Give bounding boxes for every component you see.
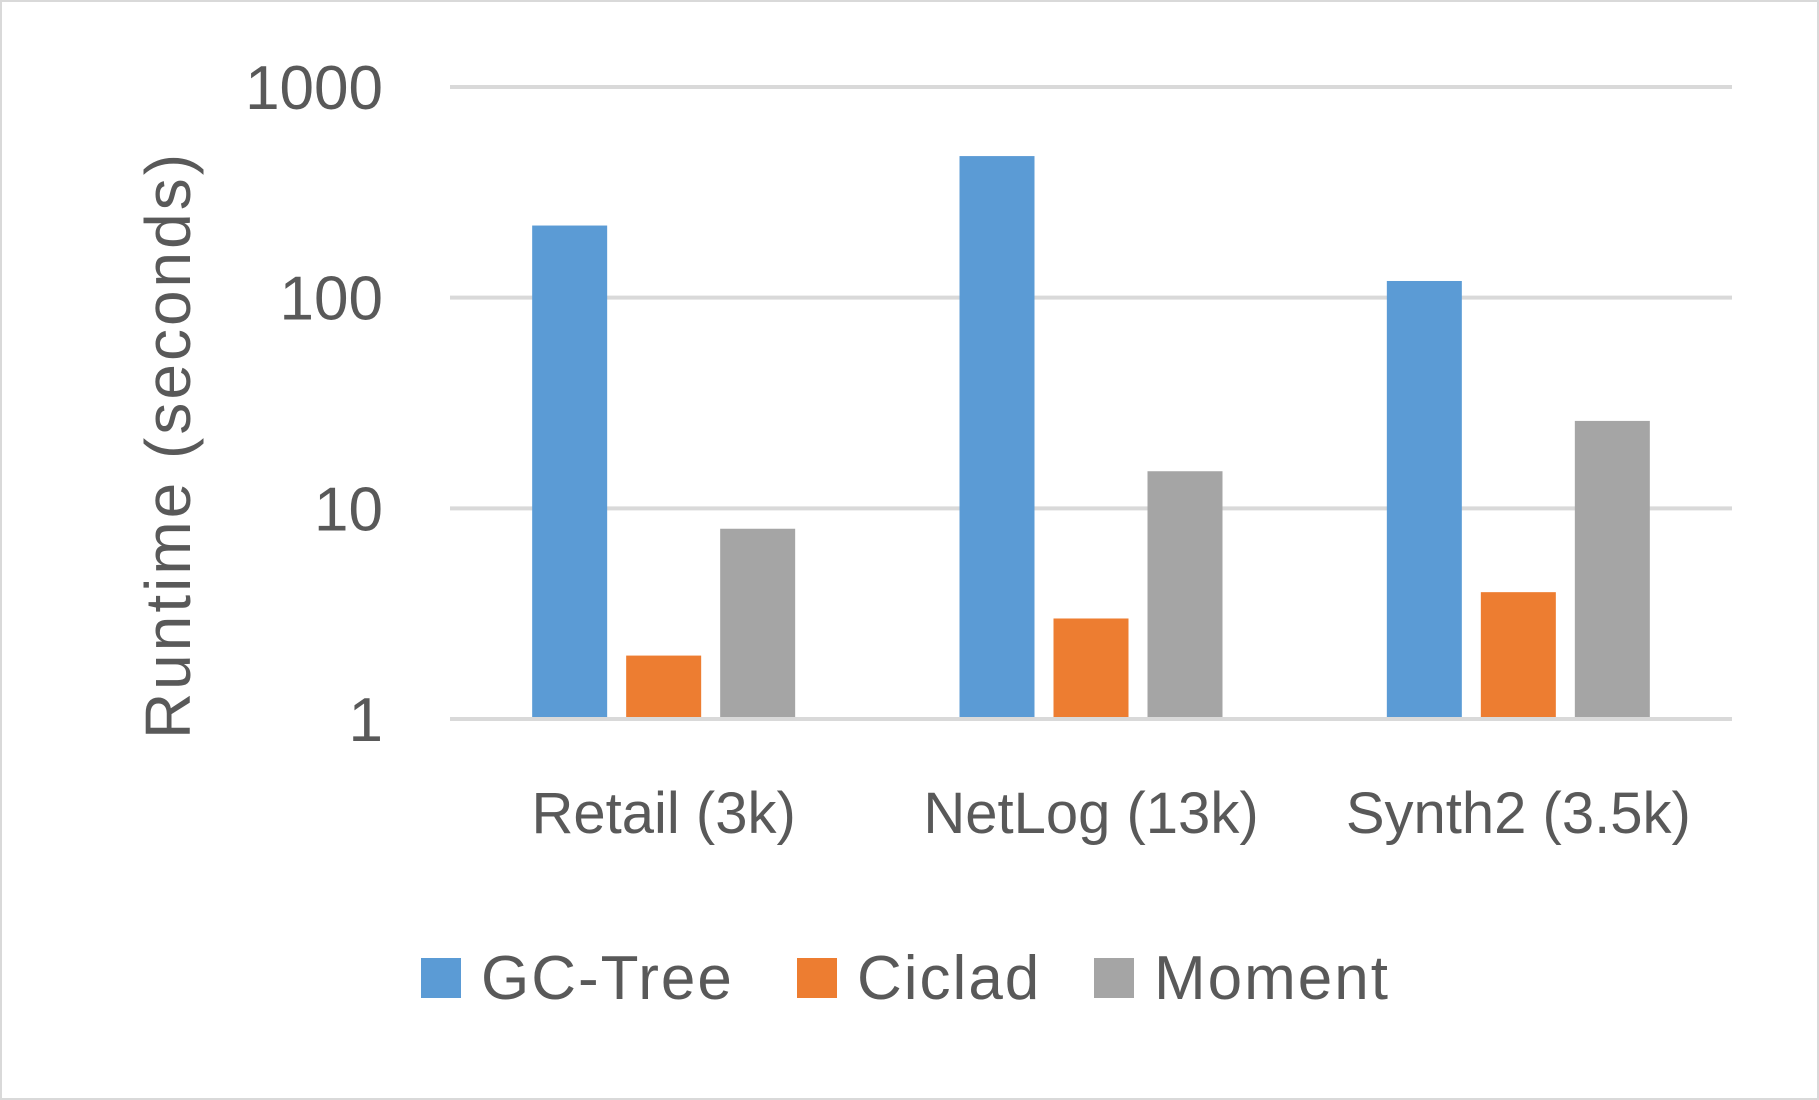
legend-swatch-gc-tree (421, 958, 461, 998)
y-tick-label-1: 10 (314, 475, 383, 544)
bar-ciclad-1 (1053, 618, 1129, 717)
x-category-label-0: Retail (3k) (532, 781, 796, 846)
legend-label-moment: Moment (1154, 944, 1390, 1013)
legend-label-ciclad: Ciclad (857, 944, 1041, 1013)
x-axis-categories: Retail (3k) NetLog (13k) Synth2 (3.5k) (532, 781, 1691, 846)
x-category-label-2: Synth2 (3.5k) (1346, 781, 1691, 846)
bar-ciclad-2 (1480, 592, 1556, 717)
legend-swatch-moment (1094, 958, 1134, 998)
y-tick-label-0: 1 (349, 686, 383, 755)
y-tick-label-2: 100 (280, 265, 383, 334)
y-tick-label-3: 1000 (245, 54, 383, 123)
legend-swatch-ciclad (797, 958, 837, 998)
bar-gc-tree-2 (1386, 280, 1462, 717)
bars (532, 156, 1650, 718)
x-category-label-1: NetLog (13k) (923, 781, 1258, 846)
bar-gc-tree-0 (532, 225, 608, 718)
bar-moment-0 (720, 528, 796, 717)
legend: GC-Tree Ciclad Moment (421, 944, 1390, 1013)
y-axis-ticks: 1 10 100 1000 (245, 54, 383, 755)
legend-label-gc-tree: GC-Tree (481, 944, 734, 1013)
bar-moment-1 (1147, 471, 1223, 717)
bar-gc-tree-1 (959, 156, 1035, 717)
bar-ciclad-0 (626, 655, 702, 717)
y-axis-title: Runtime (seconds) (132, 151, 204, 739)
gridlines (450, 85, 1732, 721)
bar-moment-2 (1574, 420, 1650, 717)
